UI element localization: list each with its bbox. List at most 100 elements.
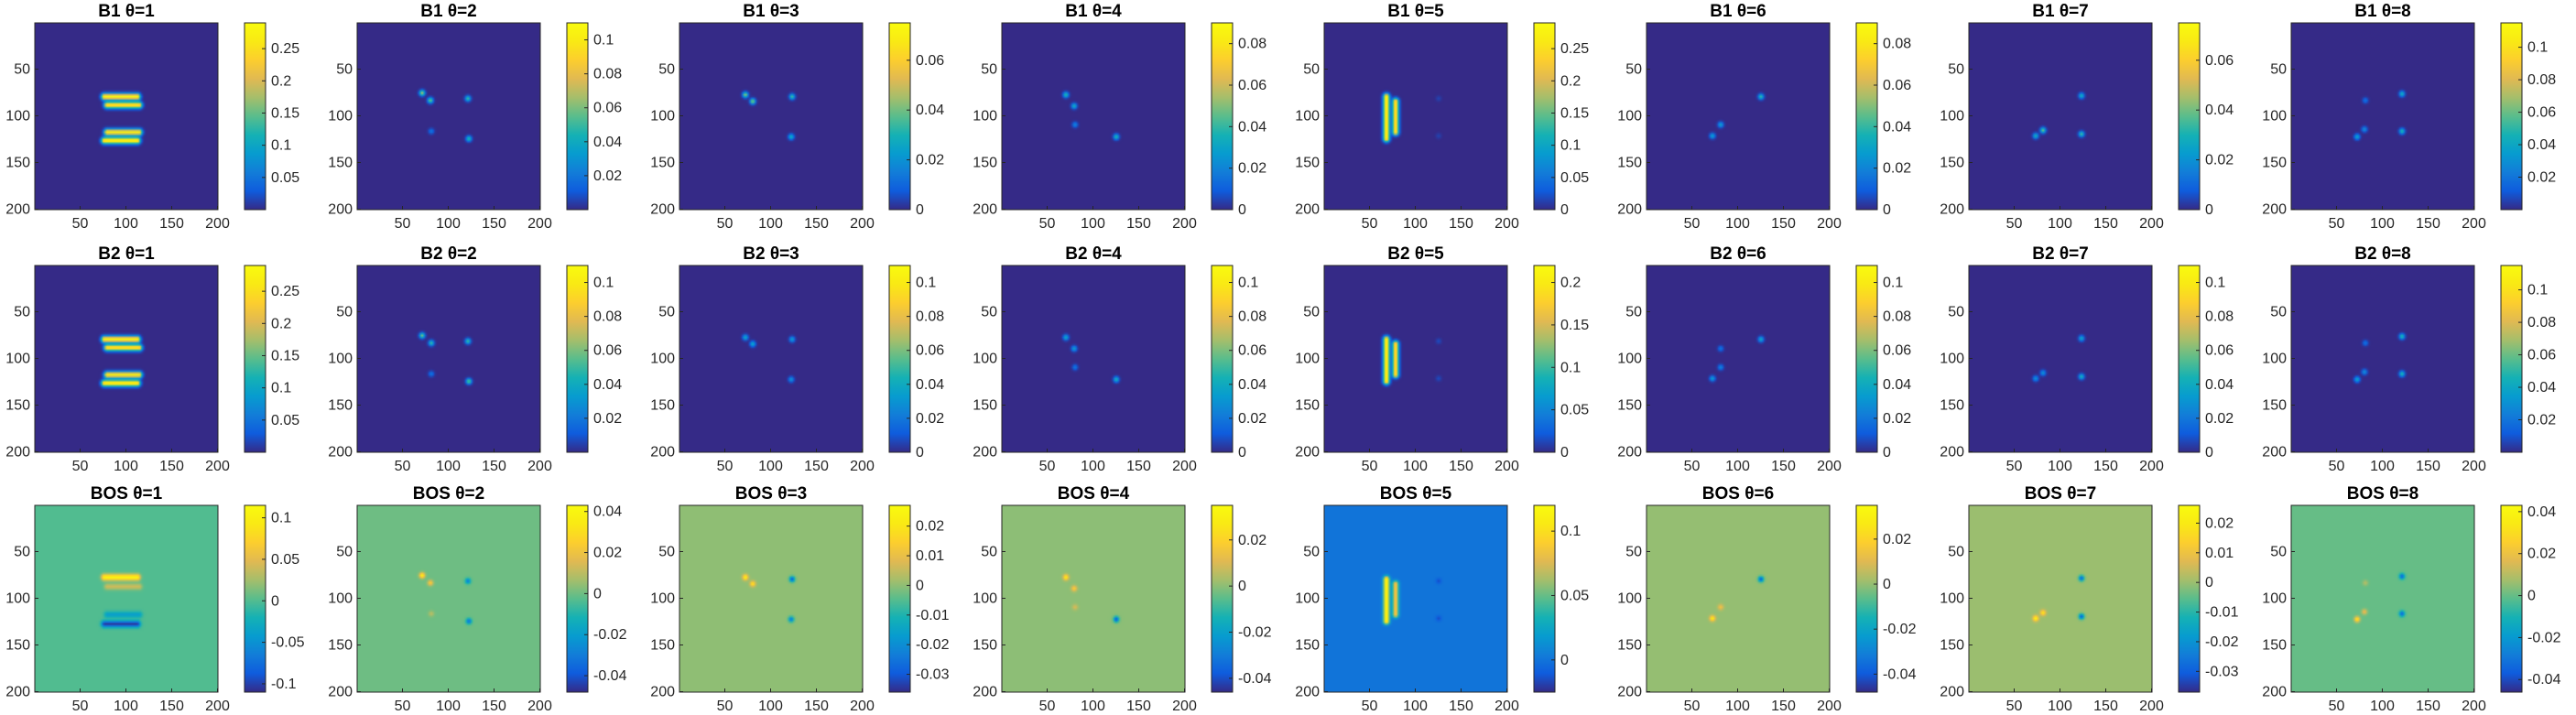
heatmap-image — [1002, 265, 1185, 452]
x-tick-label: 50 — [1362, 216, 1378, 232]
colorbar-tick-label: 0.04 — [2527, 137, 2556, 153]
heatmap-image — [1969, 505, 2152, 692]
x-tick-label: 150 — [804, 459, 829, 474]
x-tick-label: 200 — [850, 699, 875, 714]
colorbar-tick-label: 0.02 — [1883, 161, 1911, 177]
x-tick-label: 100 — [1403, 216, 1428, 232]
x-tick-label: 150 — [804, 216, 829, 232]
y-tick-label: 200 — [1940, 444, 1964, 460]
colorbar-tick-label: -0.1 — [271, 677, 297, 692]
panel-3-3: BOS θ=3 50 50 100 100 150 150 200 200 -0.03 -0.02 -… — [650, 484, 949, 714]
panel-title: B1 θ=6 — [1710, 2, 1766, 21]
x-tick-label: 150 — [159, 459, 184, 474]
colorbar-tick-label: 0.1 — [1560, 138, 1581, 154]
colorbar-tick-label: 0.02 — [1238, 161, 1266, 177]
colorbar-tick-label: 0.06 — [1883, 343, 1911, 359]
x-tick-label: 50 — [1362, 699, 1378, 714]
colorbar-tick-label: 0.02 — [2527, 547, 2556, 562]
colorbar-tick-label: 0.1 — [1560, 524, 1581, 539]
y-tick-label: 50 — [1303, 544, 1320, 559]
y-tick-label: 200 — [1940, 201, 1964, 217]
panel-3-5: BOS θ=5 50 50 100 100 150 150 200 200 0 0.05 0.1 — [1295, 484, 1589, 714]
colorbar-tick-label: 0 — [1238, 202, 1246, 218]
colorbar-frame — [2500, 504, 2523, 693]
y-tick-label: 100 — [650, 108, 675, 124]
y-tick-label: 100 — [328, 351, 353, 366]
panel-title: B2 θ=3 — [743, 244, 799, 264]
x-tick-label: 200 — [2139, 459, 2164, 474]
x-tick-label: 200 — [850, 216, 875, 232]
y-tick-label: 100 — [5, 108, 30, 124]
colorbar-tick-label: 0.06 — [2527, 348, 2556, 363]
x-tick-label: 200 — [205, 699, 230, 714]
y-tick-label: 150 — [650, 637, 675, 653]
y-tick-label: 200 — [5, 201, 30, 217]
y-tick-label: 150 — [1940, 397, 1964, 413]
y-tick-label: 100 — [1940, 351, 1964, 366]
colorbar — [1534, 23, 1555, 210]
x-tick-label: 100 — [1403, 699, 1428, 714]
colorbar — [567, 23, 588, 210]
y-tick-label: 50 — [14, 304, 30, 320]
colorbar-tick-label: 0.04 — [1883, 119, 1911, 135]
panel-2-1: B2 θ=1 50 50 100 100 150 150 200 200 0.05 0.1 0.15 0… — [5, 244, 299, 474]
y-tick-label: 150 — [973, 637, 997, 653]
colorbar — [1856, 505, 1877, 692]
y-tick-label: 100 — [650, 351, 675, 366]
x-tick-label: 50 — [72, 216, 89, 232]
y-tick-label: 200 — [2262, 444, 2287, 460]
colorbar-tick-label: 0.1 — [916, 276, 936, 291]
y-tick-label: 150 — [2262, 637, 2287, 653]
x-tick-label: 50 — [1039, 699, 1056, 714]
y-tick-label: 50 — [981, 544, 997, 559]
x-tick-label: 50 — [2329, 459, 2345, 474]
colorbar-tick-label: 0.1 — [2527, 283, 2548, 298]
y-tick-label: 150 — [650, 155, 675, 170]
colorbar-tick-label: 0.2 — [1560, 276, 1581, 291]
panel-title: BOS θ=1 — [91, 484, 163, 504]
y-tick-label: 150 — [1617, 155, 1642, 170]
x-tick-label: 50 — [2006, 459, 2023, 474]
colorbar-tick-label: 0.04 — [2205, 103, 2234, 118]
panel-1-3: B1 θ=3 50 50 100 100 150 150 200 200 0 0.02 0.04 0.0… — [650, 2, 944, 232]
x-tick-label: 50 — [1684, 216, 1701, 232]
x-tick-label: 100 — [1725, 216, 1750, 232]
colorbar-tick-label: 0.1 — [2527, 40, 2548, 56]
panel-2-7: B2 θ=7 50 50 100 100 150 150 200 200 0 0.02 0.04 0.0… — [1940, 244, 2234, 474]
heatmap-image — [357, 23, 540, 210]
x-tick-label: 100 — [2048, 459, 2072, 474]
colorbar-tick-label: -0.04 — [1883, 666, 1917, 682]
colorbar — [245, 505, 266, 692]
x-tick-label: 150 — [1126, 216, 1151, 232]
colorbar-frame — [2178, 265, 2201, 453]
colorbar-frame — [1855, 265, 1878, 453]
x-tick-label: 100 — [1725, 459, 1750, 474]
colorbar — [2179, 23, 2200, 210]
colorbar — [1856, 265, 1877, 452]
panel-1-7: B1 θ=7 50 50 100 100 150 150 200 200 0 0.02 0.04 0.0… — [1940, 2, 2234, 232]
colorbar-tick-label: 0.2 — [1560, 73, 1581, 89]
panel-title: B1 θ=2 — [420, 2, 477, 21]
colorbar-tick-label: 0.05 — [271, 552, 299, 568]
y-tick-label: 150 — [1940, 637, 1964, 653]
y-tick-label: 100 — [1295, 590, 1320, 606]
y-tick-label: 50 — [1303, 304, 1320, 320]
x-tick-label: 100 — [2048, 699, 2072, 714]
panel-title: B1 θ=4 — [1065, 2, 1122, 21]
colorbar-tick-label: 0 — [1883, 202, 1891, 218]
colorbar-tick-label: 0.02 — [916, 153, 944, 168]
panel-title: BOS θ=6 — [1702, 484, 1774, 504]
x-tick-label: 200 — [1817, 699, 1842, 714]
y-tick-label: 200 — [1295, 444, 1320, 460]
x-tick-label: 100 — [2370, 699, 2395, 714]
colorbar — [567, 265, 588, 452]
y-tick-label: 50 — [14, 544, 30, 559]
colorbar-frame — [1533, 22, 1556, 211]
colorbar-tick-label: -0.05 — [271, 635, 305, 651]
y-tick-label: 150 — [1295, 155, 1320, 170]
y-tick-label: 200 — [2262, 684, 2287, 699]
y-tick-label: 50 — [658, 61, 675, 77]
x-tick-label: 150 — [2416, 216, 2440, 232]
heatmap-image — [35, 265, 218, 452]
colorbar-tick-label: 0.1 — [1238, 276, 1258, 291]
